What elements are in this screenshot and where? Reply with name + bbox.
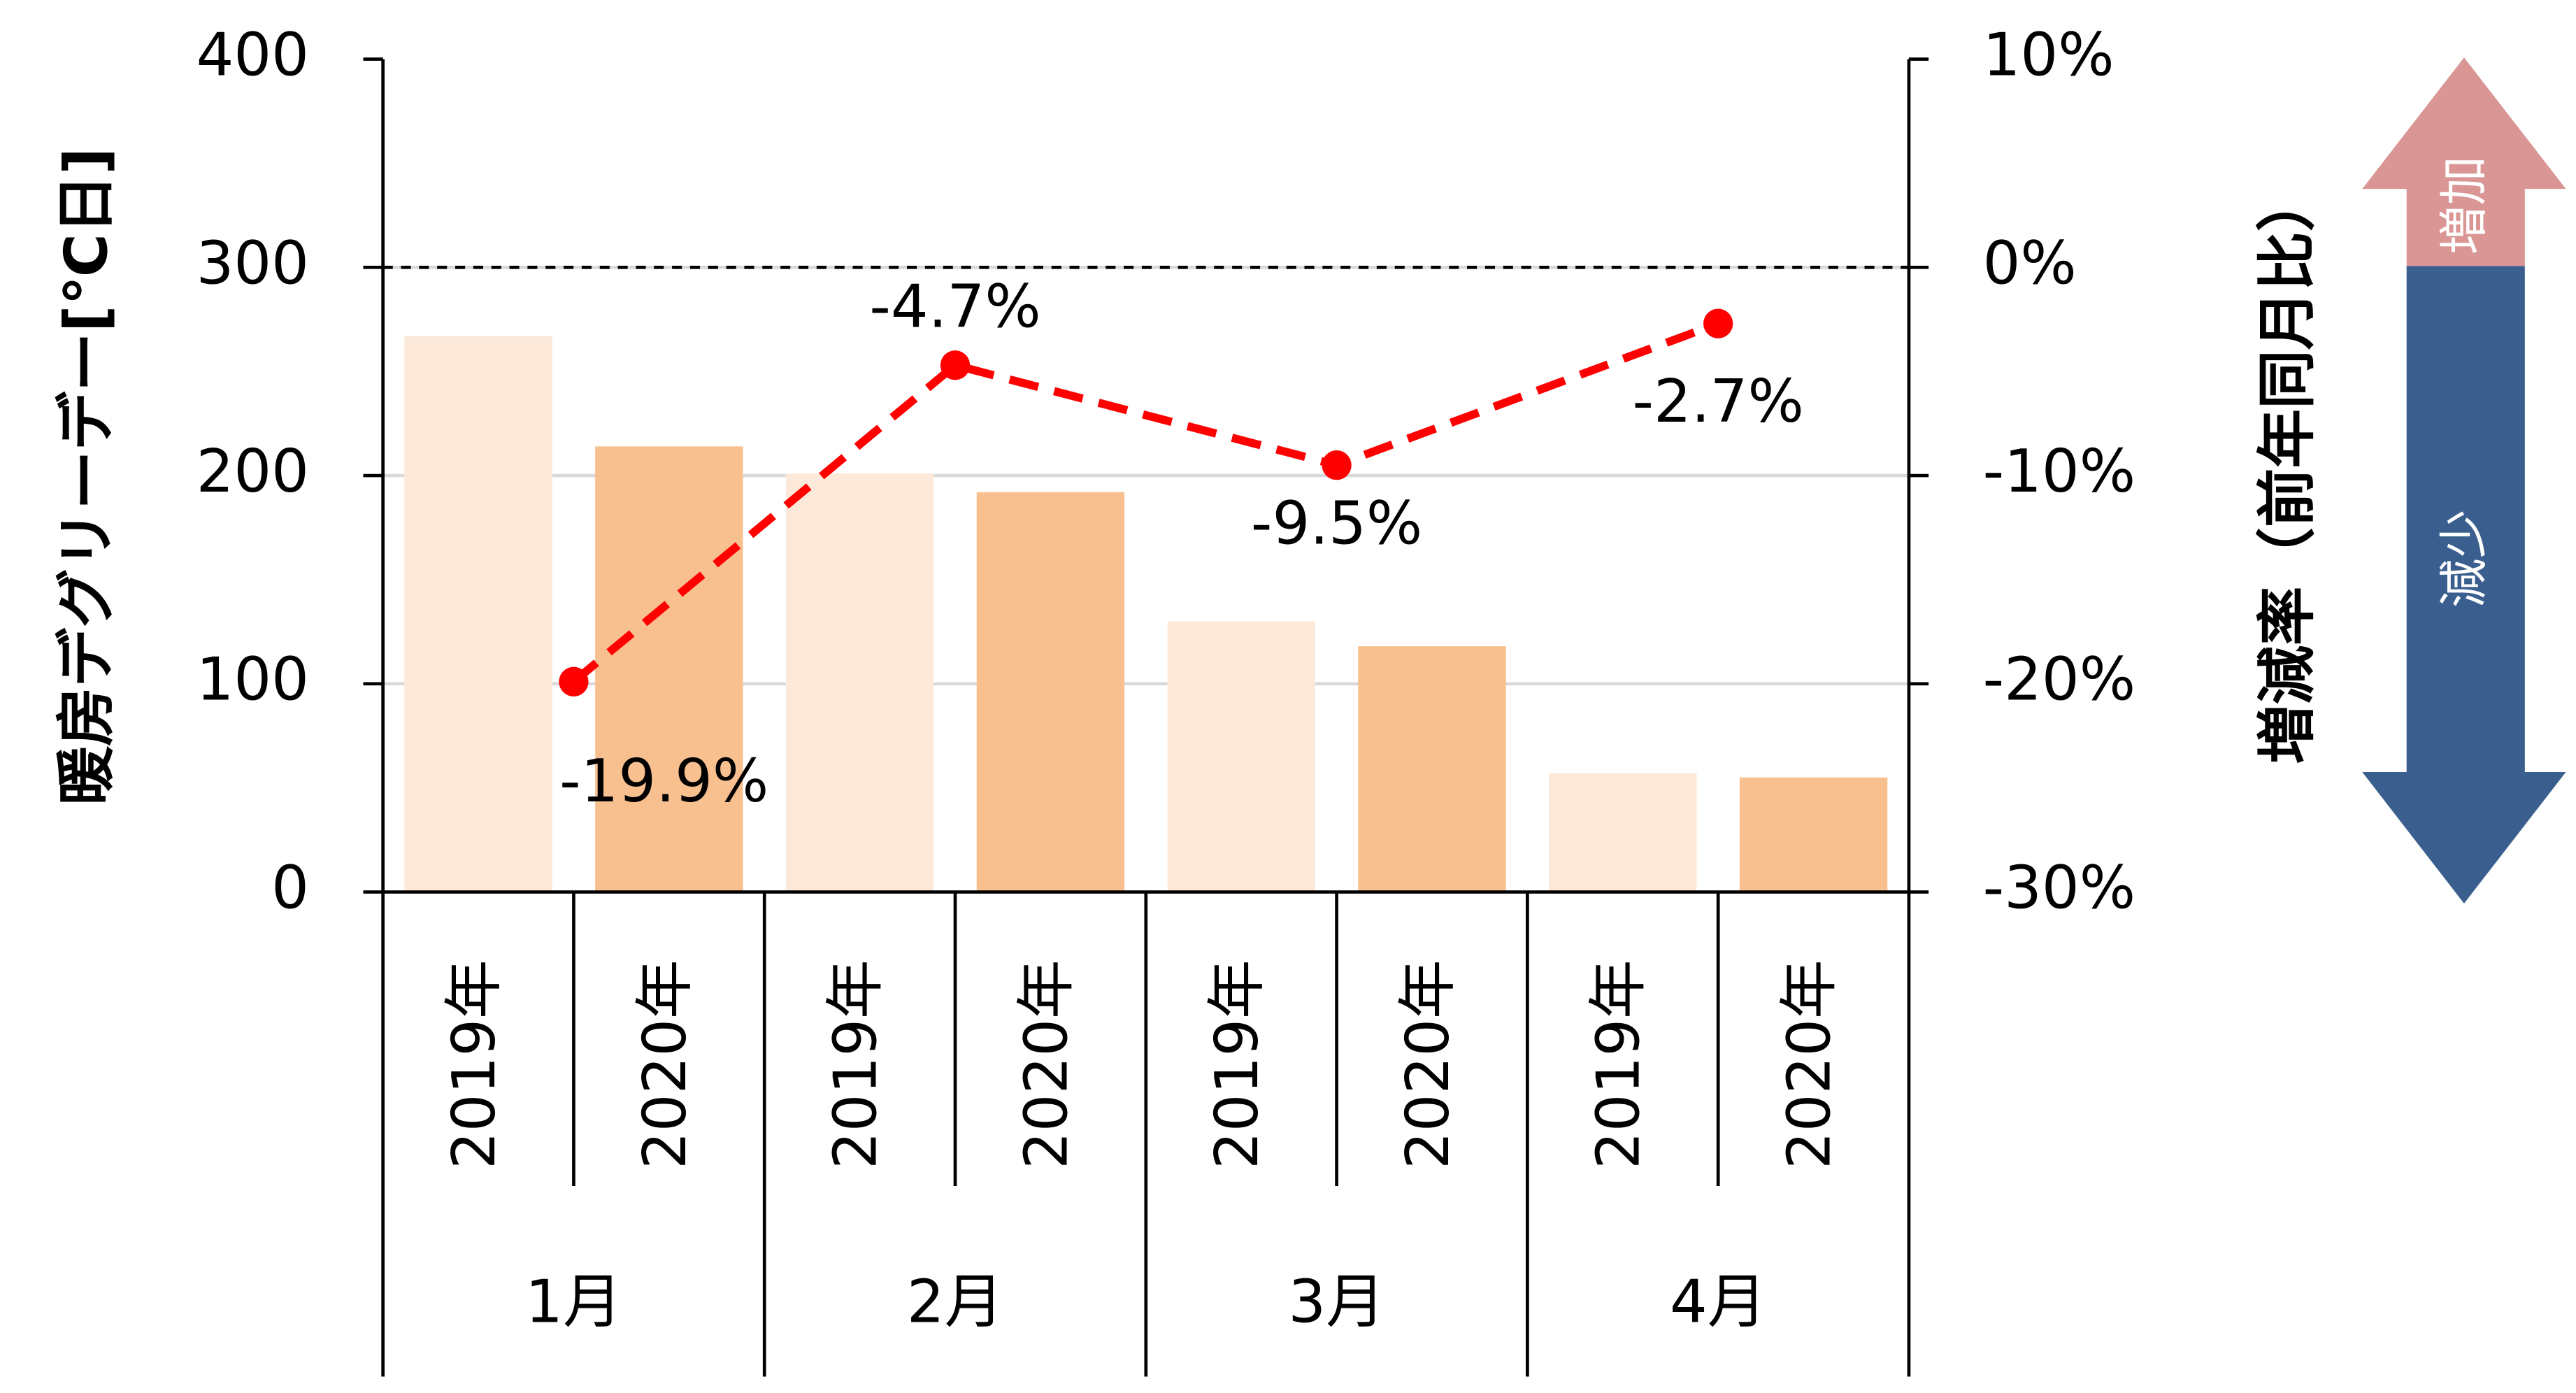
arrow-label: 増加 bbox=[2435, 156, 2493, 255]
x-tick-label: 2020年 bbox=[1775, 959, 1844, 1169]
line-point bbox=[559, 666, 589, 696]
data-label: -2.7% bbox=[1633, 367, 1804, 436]
x-tick-label: 2020年 bbox=[631, 959, 699, 1169]
y-tick-label: 200 bbox=[196, 437, 309, 506]
y-tick-label: 300 bbox=[196, 229, 309, 297]
x-group-label: 2月 bbox=[907, 1267, 1003, 1336]
y-tick-label: 0 bbox=[271, 853, 309, 922]
x-tick-label: 2020年 bbox=[1394, 959, 1462, 1169]
line-point bbox=[940, 350, 971, 380]
y2-tick-label: -20% bbox=[1983, 645, 2135, 714]
data-label: -19.9% bbox=[559, 747, 768, 815]
x-group-label: 1月 bbox=[525, 1267, 622, 1336]
y2-tick-label: -30% bbox=[1983, 853, 2135, 922]
line-point bbox=[1703, 308, 1733, 338]
x-group-label: 3月 bbox=[1288, 1267, 1384, 1336]
bar bbox=[1549, 773, 1697, 892]
y-axis-title: 暖房デグリーデー[℃日] bbox=[52, 148, 120, 806]
x-group-label: 4月 bbox=[1670, 1267, 1766, 1336]
x-tick-label: 2019年 bbox=[440, 959, 508, 1169]
data-label: -4.7% bbox=[869, 273, 1040, 341]
y2-tick-label: 0% bbox=[1983, 229, 2077, 297]
bar bbox=[1167, 621, 1315, 892]
x-tick-label: 2019年 bbox=[822, 959, 890, 1169]
y2-tick-label: 10% bbox=[1983, 21, 2115, 90]
x-tick-label: 2019年 bbox=[1203, 959, 1271, 1169]
bar bbox=[404, 336, 552, 892]
y-tick-label: 400 bbox=[196, 21, 309, 90]
bar bbox=[785, 473, 934, 892]
increase-arrow bbox=[2362, 57, 2566, 266]
bar bbox=[976, 492, 1125, 892]
bar bbox=[595, 446, 743, 892]
data-label: -9.5% bbox=[1251, 489, 1422, 557]
decrease-arrow bbox=[2362, 266, 2566, 903]
y-tick-label: 100 bbox=[196, 645, 309, 714]
line bbox=[571, 320, 1720, 685]
arrow-label: 減少 bbox=[2435, 509, 2493, 608]
line-point bbox=[1322, 450, 1352, 480]
bar bbox=[1358, 646, 1506, 892]
x-tick-label: 2020年 bbox=[1012, 959, 1080, 1169]
y2-axis-title: 増減率（前年同月比） bbox=[2253, 173, 2321, 764]
bar bbox=[1739, 777, 1888, 892]
y2-tick-label: -10% bbox=[1983, 437, 2135, 506]
x-tick-label: 2019年 bbox=[1584, 959, 1653, 1169]
